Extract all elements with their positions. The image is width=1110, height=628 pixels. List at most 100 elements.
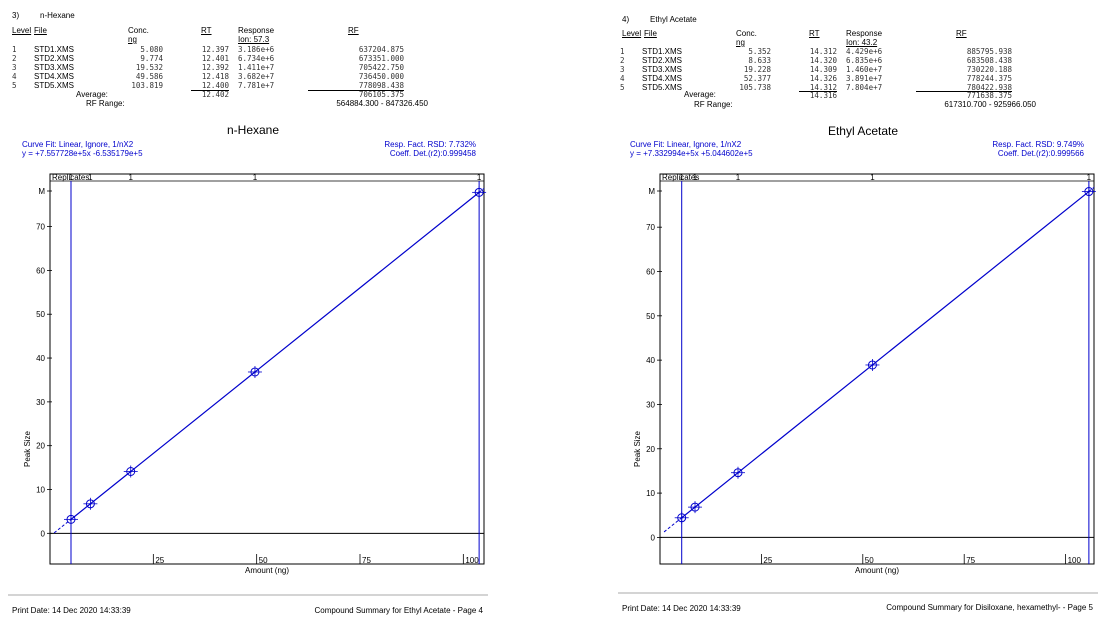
cell-rf: 778098.438 [358,81,404,90]
cell-conc: 9.774 [140,54,163,63]
cell-response: 1.460e+7 [846,65,883,74]
fit-extrapolation-low [53,518,72,534]
cell-level: 3 [12,63,17,72]
y-tick-label: 60 [36,266,45,275]
y-tick-label: 70 [646,223,655,232]
cell-level: 2 [12,54,17,63]
plot-frame [659,173,1095,565]
plot-frame [49,173,485,565]
replicate-count: 1 [1087,173,1092,182]
average-rt: 12.402 [201,90,229,99]
col-file: File [34,26,47,35]
footer-rule [618,592,1098,594]
average-rt: 14.316 [809,91,837,100]
cell-level: 4 [620,74,625,83]
compound-name: n-Hexane [40,11,75,20]
cell-rt: 12.397 [201,45,229,54]
replicate-count: 1 [129,173,134,182]
average-rf: 706105.375 [358,90,404,99]
calibration-chart-svg: Replicates 0 10 20 30 40 50 60 70 M 25 50 75 100 Amoun… [23,173,487,575]
rf-rsd: Resp. Fact. RSD: 9.749% [992,140,1084,149]
replicate-count: 1 [736,173,741,182]
rf-range: 617310.700 - 925966.050 [944,100,1036,109]
calibration-chart: Replicates 0 10 20 30 40 50 60 70 M 25 50 75 100 Amoun… [8,162,498,582]
cell-file: STD5.XMS [34,81,75,90]
rf-range-label: RF Range: [694,100,733,109]
average-label: Average: [684,90,716,99]
cell-conc: 105.738 [739,83,771,92]
cell-conc: 52.377 [743,74,771,83]
cell-conc: 49.586 [135,72,163,81]
cell-level: 5 [620,83,625,92]
cell-rf: 705422.750 [358,63,404,72]
col-response: Response [238,26,275,35]
replicate-count: 1 [253,173,258,182]
cell-response: 7.781e+7 [238,81,275,90]
curve-fit: Curve Fit: Linear, Ignore, 1/nX2 [22,140,134,149]
cell-rt: 12.418 [201,72,229,81]
print-date: Print Date: 14 Dec 2020 14:33:39 [622,604,741,613]
page-footer: Compound Summary for Ethyl Acetate - Pag… [314,606,483,615]
cell-rf: 885795.938 [966,47,1012,56]
x-tick-label: 25 [155,556,164,565]
fit-line [70,191,480,520]
cell-rt: 14.309 [809,65,837,74]
rf-range: 564884.300 - 847326.450 [336,99,428,108]
rf-range-label: RF Range: [86,99,125,108]
fit-equation: y = +7.332994e+5x +5.044602e+5 [630,149,753,158]
cell-rf: 683508.438 [966,56,1012,65]
x-axis-label: Amount (ng) [245,566,289,575]
y-tick-label: 10 [646,489,655,498]
compound-number: 3) [12,11,20,20]
cell-rt: 12.392 [201,63,229,72]
cell-file: STD4.XMS [642,74,683,83]
cell-file: STD1.XMS [642,47,683,56]
x-tick-label: 75 [966,556,975,565]
cell-file: STD1.XMS [34,45,75,54]
y-tick-label: 60 [646,268,655,277]
cell-file: STD2.XMS [642,56,683,65]
fit-equation: y = +7.557728e+5x -6.535179e+5 [22,149,143,158]
col-rt: RT [809,29,820,38]
col-response: Response [846,29,883,38]
col-rf: RF [348,26,359,35]
y-tick-label: 50 [646,312,655,321]
cell-conc: 19.228 [743,65,771,74]
cell-response: 6.734e+6 [238,54,275,63]
y-tick-label: 40 [36,354,45,363]
replicate-count: 1 [693,173,698,182]
col-conc: Conc. [128,26,149,35]
x-axis-label: Amount (ng) [855,566,899,575]
x-tick-label: 100 [465,556,479,565]
cell-rt: 12.401 [201,54,229,63]
cell-conc: 8.633 [748,56,771,65]
cell-rt: 14.320 [809,56,837,65]
cell-conc: 19.532 [135,63,163,72]
cell-response: 1.411e+7 [238,63,275,72]
y-top-label: M [648,187,655,196]
col-file: File [644,29,657,38]
cell-conc: 5.352 [748,47,771,56]
y-top-label: M [38,187,45,196]
y-tick-label: 0 [651,533,656,542]
cell-file: STD3.XMS [642,65,683,74]
y-tick-label: 40 [646,356,655,365]
col-conc: Conc. [736,29,757,38]
cell-rt: 14.312 [809,83,837,92]
calibration-chart-svg: Replicates 0 10 20 30 40 50 60 70 M 25 50 75 100 Amoun… [633,173,1096,575]
y-tick-label: 30 [646,400,655,409]
cell-conc: 5.080 [140,45,163,54]
footer-rule [8,594,488,596]
coeff-det: Coeff. Det.(r2):0.999458 [389,149,476,158]
replicate-count: 1 [870,173,875,182]
col-rt: RT [201,26,212,35]
coeff-det: Coeff. Det.(r2):0.999566 [997,149,1084,158]
col-conc-unit: ng [128,35,137,44]
col-conc-unit: ng [736,38,745,47]
replicate-count: 1 [679,173,684,182]
report-page-n-hexane: 3) n-Hexane Level File Conc. ng RT Respo… [8,0,498,628]
cell-conc: 103.819 [131,81,163,90]
x-tick-label: 75 [362,556,371,565]
average-label: Average: [76,90,108,99]
cell-file: STD3.XMS [34,63,75,72]
